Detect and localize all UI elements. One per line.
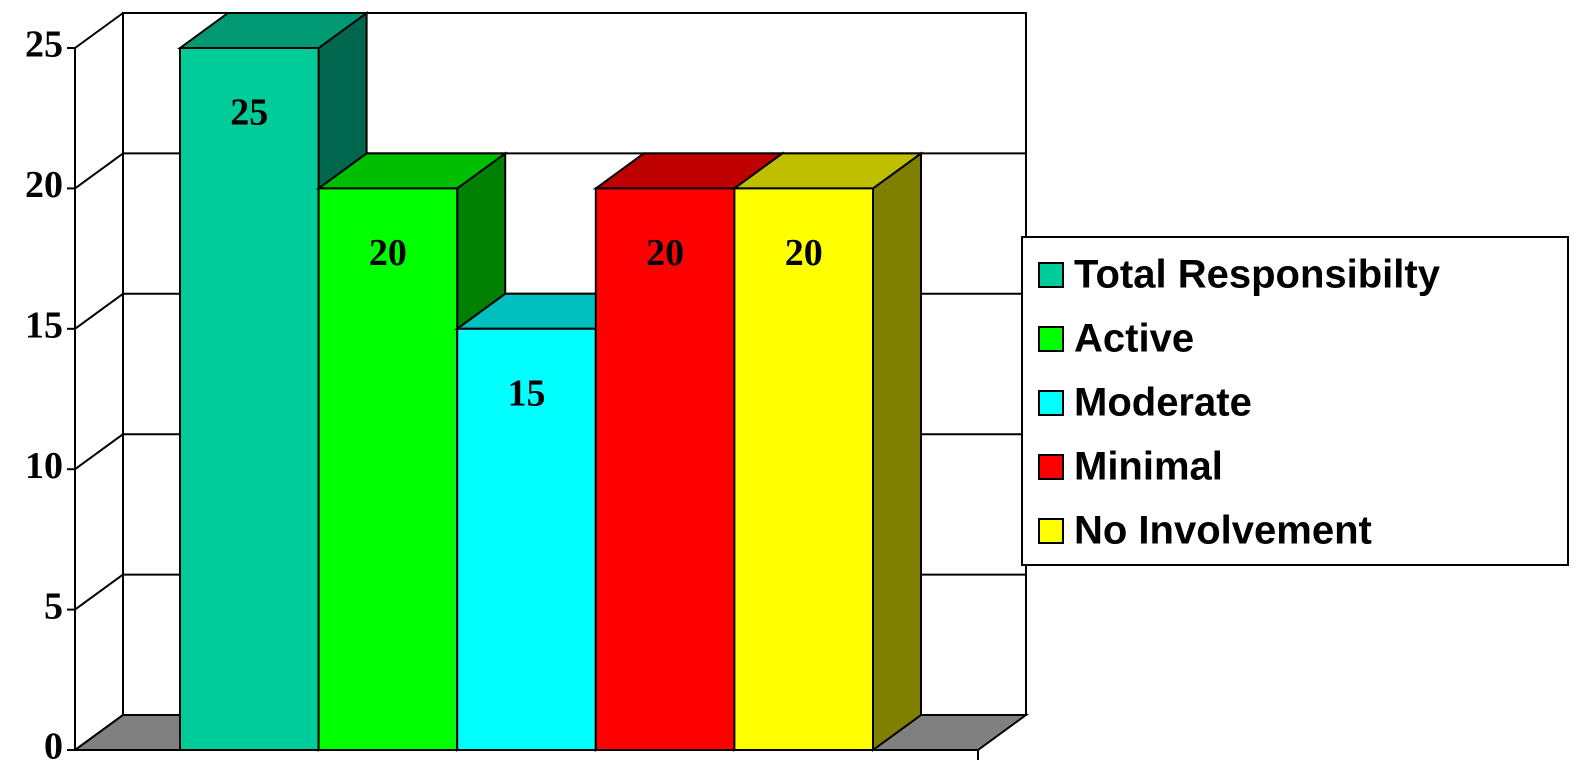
legend-label: Total Responsibilty	[1074, 253, 1441, 297]
data-label: 25	[230, 92, 268, 134]
legend-swatch	[1038, 518, 1064, 544]
bar	[594, 187, 736, 751]
bar	[733, 187, 875, 751]
data-label: 15	[508, 373, 546, 415]
y-tick-label: 15	[25, 305, 63, 347]
bar-side	[872, 151, 922, 752]
legend-label: Active	[1074, 317, 1194, 361]
y-tick-label: 25	[25, 24, 63, 66]
legend-label: No Involvement	[1074, 509, 1372, 553]
legend-box	[1021, 236, 1569, 566]
legend-swatch	[1038, 262, 1064, 288]
grid-line	[74, 292, 124, 330]
bar	[456, 327, 597, 751]
grid-line	[74, 12, 124, 49]
grid-line	[74, 714, 124, 751]
grid-line	[74, 152, 124, 190]
y-tick-label: 10	[25, 445, 63, 487]
bar	[179, 47, 320, 751]
data-label: 20	[369, 232, 407, 274]
legend-swatch	[1038, 454, 1064, 480]
grid-line	[74, 433, 124, 471]
data-label: 20	[785, 232, 823, 274]
y-tick-label: 20	[25, 164, 63, 206]
y-tick-label: 0	[44, 726, 63, 768]
y-tick-label: 5	[44, 585, 63, 627]
legend-swatch	[1038, 326, 1064, 352]
legend-label: Minimal	[1074, 445, 1223, 489]
bar	[317, 187, 459, 751]
legend-swatch	[1038, 390, 1064, 416]
data-label: 20	[646, 232, 684, 274]
legend-label: Moderate	[1074, 381, 1252, 425]
grid-line	[74, 573, 124, 611]
